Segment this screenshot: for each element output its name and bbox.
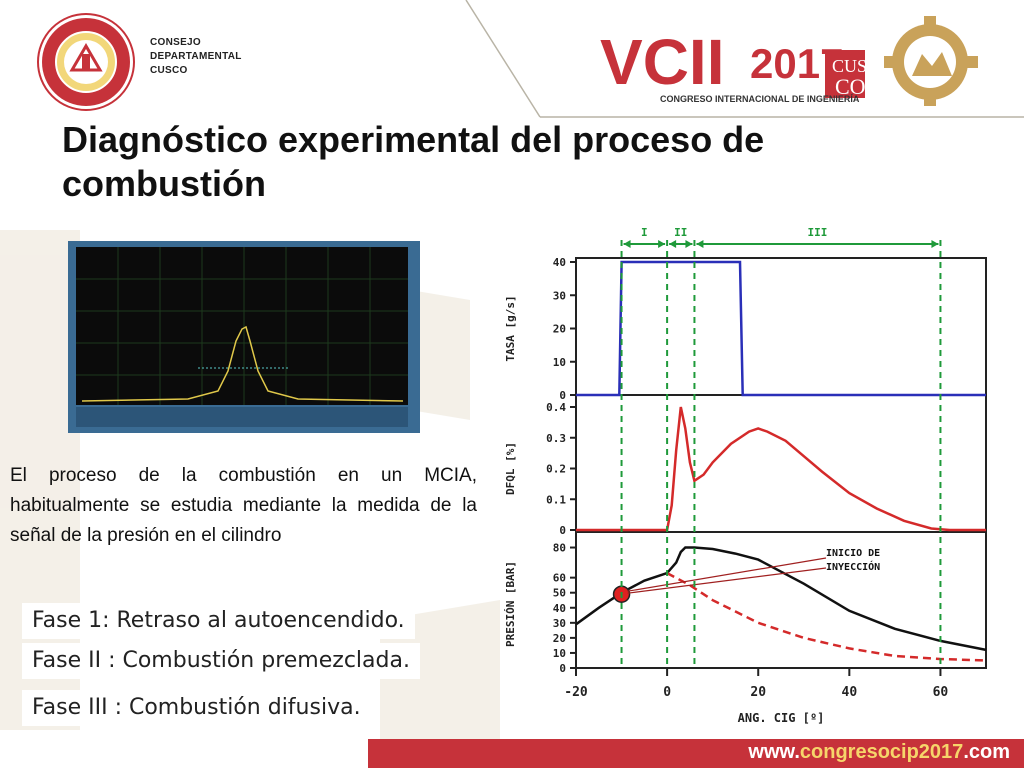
y-tick-label: 80 (553, 542, 566, 555)
combustion-chart: 0 10 20 30 40 TASA [g/s] 0 0.1 0.2 0.3 0.4 DFQL [%]… (504, 226, 987, 725)
y-tick-label: 0 (559, 389, 566, 402)
x-tick-label: 0 (663, 685, 671, 700)
gear-icon (884, 16, 978, 106)
y-tick-label: 30 (553, 617, 566, 630)
series-line (576, 260, 986, 397)
series-line (576, 406, 986, 532)
org-name-line2: DEPARTAMENTAL (150, 51, 242, 62)
y-axis-label: TASA [g/s] (504, 295, 517, 361)
congress-subtitle: CONGRESO INTERNACIONAL DE INGENIERÍA (660, 94, 860, 104)
y-tick-label: 0 (559, 524, 566, 537)
y-tick-label: 20 (553, 323, 566, 336)
y-tick-label: 0.2 (546, 463, 566, 476)
phase-arrow-head (696, 240, 704, 248)
footer-url-suffix: .com (963, 741, 1010, 763)
phase-1-label: Fase 1: Retraso al autoencendido. (22, 603, 415, 639)
congress-roman: VCII (600, 26, 724, 98)
y-tick-label: 50 (553, 587, 566, 600)
annotation-label: INICIO DE (826, 548, 880, 559)
footer-url-highlight: congresocip2017 (799, 741, 964, 763)
phase-3-label: Fase III : Combustión difusiva. (22, 690, 371, 726)
x-tick-label: -20 (564, 685, 588, 700)
annotation-leader (627, 557, 827, 592)
org-name-line1: CONSEJO (150, 37, 202, 48)
congress-logo: VCII 2017 CUS CO CONGRESO INTERNACIONAL … (600, 16, 978, 106)
y-tick-label: 60 (553, 572, 566, 585)
phase-arrow-head (658, 240, 666, 248)
phase-arrow-head (931, 240, 939, 248)
y-axis-label: DFQL [%] (504, 442, 517, 495)
phase-arrow-head (685, 240, 693, 248)
y-axis-label: PRESIÓN [BAR] (504, 561, 517, 647)
x-tick-label: 20 (750, 685, 766, 700)
footer-bar (368, 739, 1024, 768)
org-name: CONSEJO DEPARTAMENTAL CUSCO (150, 36, 242, 78)
org-name-line3: CUSCO (150, 65, 188, 76)
phase-label: III (808, 226, 828, 239)
phase-arrow-head (669, 240, 677, 248)
y-tick-label: 30 (553, 289, 566, 302)
series-line (575, 546, 987, 652)
y-tick-label: 0.3 (546, 432, 566, 445)
x-tick-label: 40 (842, 685, 858, 700)
footer-url-prefix: www. (748, 741, 800, 763)
y-tick-label: 0 (559, 662, 566, 675)
phase-label: I (641, 226, 648, 239)
y-tick-label: 40 (553, 256, 566, 269)
congress-city-bottom: CO (835, 74, 866, 99)
description-text: El proceso de la combustión en un MCIA, … (10, 465, 477, 546)
cip-logo (37, 13, 135, 111)
congress-city-top: CUS (832, 56, 867, 76)
oscilloscope-image (68, 241, 420, 433)
plot-frame (575, 257, 987, 669)
series-line (666, 571, 987, 662)
slide-title: Diagnóstico experimental del proceso de … (62, 119, 765, 204)
y-tick-label: 0.1 (546, 493, 566, 506)
y-tick-label: 40 (553, 602, 566, 615)
y-tick-label: 20 (553, 632, 566, 645)
phase-arrow-head (623, 240, 631, 248)
annotation-leader (627, 567, 827, 594)
y-tick-label: 10 (553, 356, 566, 369)
footer-url-link[interactable]: www.congresocip2017.com (748, 741, 1010, 764)
phase-2-label: Fase II : Combustión premezclada. (22, 643, 420, 679)
annotation-label: INYECCIÓN (826, 560, 880, 573)
x-tick-label: 60 (933, 685, 949, 700)
x-axis-label: ANG. CIG [º] (738, 711, 825, 725)
y-tick-label: 0.4 (546, 401, 566, 414)
y-tick-label: 10 (553, 647, 566, 660)
phase-label: II (674, 226, 687, 239)
